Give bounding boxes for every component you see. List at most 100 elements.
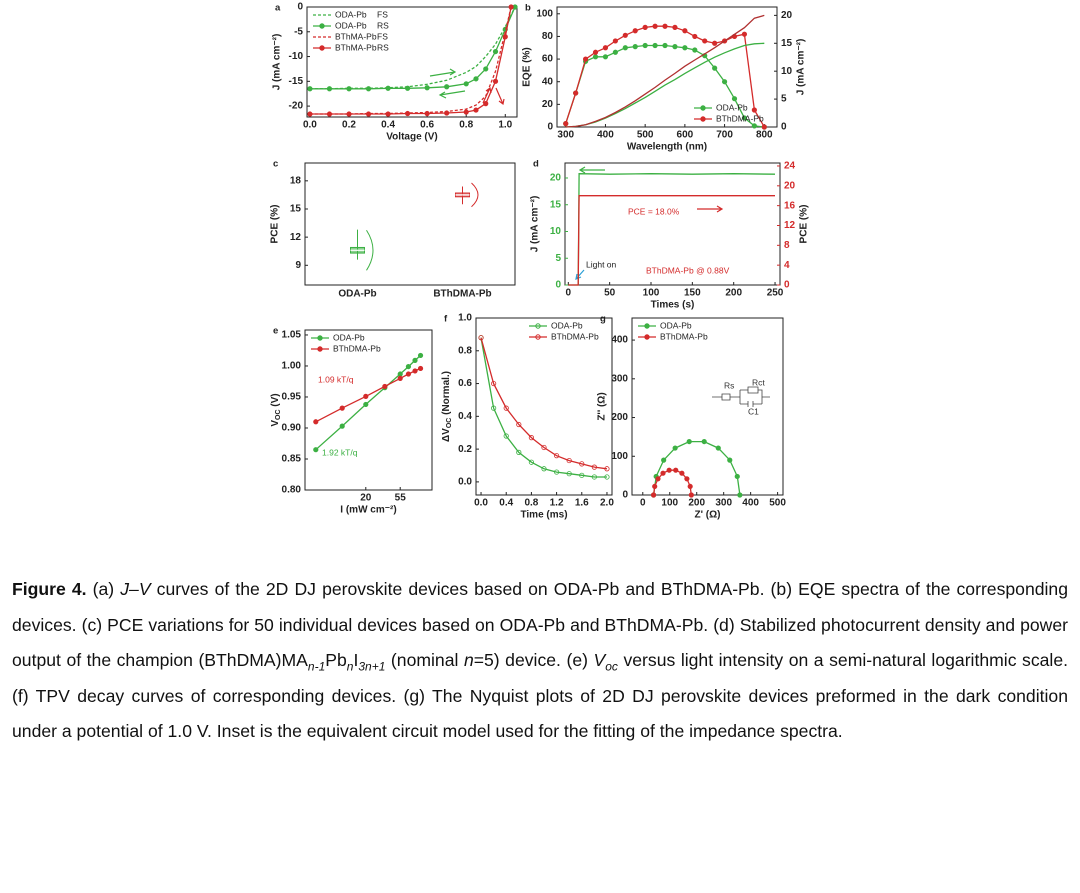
y2-axis-label: J (mA cm⁻²) [796,39,807,96]
legend-marker [535,334,541,340]
y-axis-label-part: ΔV [441,428,452,442]
data-point [751,107,757,113]
y-tick-label: 0.4 [458,411,472,422]
x-tick-label: 250 [767,288,784,299]
data-point [346,86,352,92]
y2-tick-label: 10 [781,66,793,77]
data-point [382,383,388,390]
data-point [491,405,497,411]
x-tick-label: 0.2 [342,120,356,131]
data-point [412,368,418,374]
data-point [397,375,403,381]
data-point [491,380,497,387]
data-point [563,121,569,127]
y-tick-label: 200 [611,412,628,423]
data-point [604,466,610,472]
data-point [478,335,484,341]
circuit [712,386,770,407]
data-point [528,435,535,441]
data-point [397,371,403,377]
data-point [602,54,609,60]
caption-text: =5) device. (e) [473,650,594,671]
annotation: Rct [752,377,765,387]
series-line [480,337,608,470]
y-axis-label: J (mA cm⁻²) [272,34,283,91]
y-tick-label: 80 [542,31,554,42]
data-point [405,363,412,370]
x-tick-label: 300 [715,498,732,509]
y-tick-label: 5 [555,253,561,264]
data-point [463,109,469,115]
legend-label: BThMA-Pb [335,31,377,41]
y-tick-label: 0.90 [282,423,302,434]
data-point [573,90,579,96]
data-point [385,111,391,117]
plot-frame [304,162,516,286]
panel-label: d [533,159,539,170]
data-point [721,79,728,85]
caption-text: I [353,650,359,671]
annotation: 1.09 kT/q [318,374,354,384]
x-tick-label: 700 [716,130,733,141]
legend-scan: RS [377,42,389,52]
x-tick-label: 0.0 [474,498,488,509]
annotation: PCE = 18.0% [628,206,680,216]
x-tick-label: 150 [684,288,701,299]
data-point [622,45,628,51]
caption-text: curves of the 2D DJ perovskite devices b… [12,579,1069,671]
y-tick-label: 0.85 [282,454,302,465]
legend-marker [700,116,706,122]
y-axis-label: ΔVOC (Normal.) [441,371,454,442]
data-point [682,45,688,51]
data-point [604,474,610,480]
x-tick-label: 500 [769,498,786,509]
y-tick-label: 1.0 [458,313,472,324]
x-tick-label: 50 [604,288,616,299]
x-axis-label: Time (ms) [520,510,567,521]
data-point [405,85,411,91]
series-line [309,6,512,115]
data-point [672,445,678,451]
data-point [492,78,499,84]
data-point [566,457,572,464]
x-tick-label: 0.4 [499,498,513,509]
legend-marker [700,105,706,111]
caption-italic: V [593,650,606,671]
y2-tick-label: 0 [781,122,787,133]
caption-sub: n-1 [307,659,326,674]
x-tick-label: 0.4 [381,120,395,131]
data-point [652,42,658,49]
x-tick-label: 500 [637,130,654,141]
x-axis-label: Wavelength (nm) [627,142,707,153]
y2-tick-label: 16 [784,200,796,211]
x-tick-label: 0.0 [303,120,317,131]
y-tick-label: 100 [536,8,553,19]
x-tick-label: 800 [756,130,773,141]
y-tick-label: 0.2 [458,444,472,455]
data-point [582,56,589,62]
data-point [339,405,345,411]
y-axis-label: J (mA cm⁻²) [530,196,541,253]
legend-label: ODA-Pb [716,102,748,112]
caption-text: (a) [86,579,121,599]
arrow [575,269,585,280]
data-point [313,419,319,425]
data-point [385,85,391,91]
legend-marker [644,334,650,340]
data-point [622,32,628,38]
data-point [673,467,679,473]
legend-label: ODA-Pb [335,9,367,19]
y2-tick-label: 24 [784,161,796,172]
data-point [424,85,430,91]
y-tick-label: 20 [550,173,562,184]
data-point [405,371,412,377]
legend-marker [319,23,325,29]
data-point [579,461,585,467]
data-point [412,357,418,363]
x-tick-label: 0 [640,498,646,509]
data-point [313,447,319,453]
series-line [315,354,422,451]
x-tick-label: ODA-Pb [338,289,376,300]
y-tick-label: 15 [550,199,562,210]
